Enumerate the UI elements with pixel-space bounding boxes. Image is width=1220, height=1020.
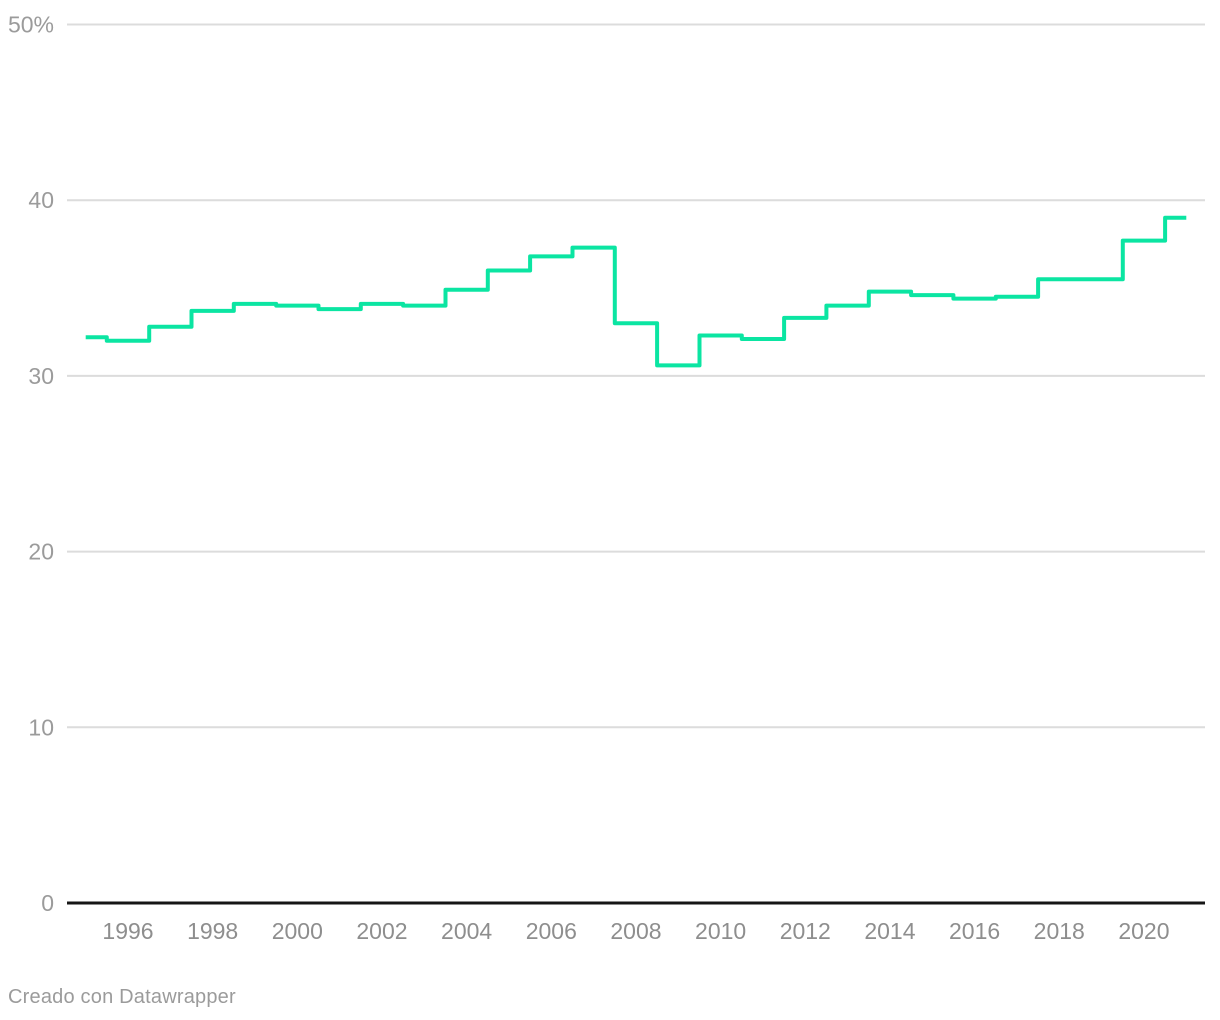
x-axis-tick-label: 2006 [526, 918, 577, 944]
x-axis-tick-label: 2002 [356, 918, 407, 944]
x-axis-tick-label: 2004 [441, 918, 492, 944]
x-axis-tick-label: 2008 [610, 918, 661, 944]
x-axis-tick-label: 1998 [187, 918, 238, 944]
x-axis-tick-label: 2012 [780, 918, 831, 944]
x-axis-tick-label: 2014 [864, 918, 915, 944]
y-axis-tick-label: 0 [41, 890, 54, 916]
x-axis-tick-label: 2016 [949, 918, 1000, 944]
y-axis-tick-label: 40 [28, 187, 54, 213]
x-axis-tick-label: 2000 [272, 918, 323, 944]
y-axis-tick-label: 10 [28, 714, 54, 740]
x-axis-tick-label: 2020 [1118, 918, 1169, 944]
y-axis-tick-label: 50% [8, 12, 54, 38]
y-axis-tick-label: 30 [28, 363, 54, 389]
x-axis-tick-label: 1996 [102, 918, 153, 944]
y-axis-tick-label: 20 [28, 539, 54, 565]
x-axis-tick-label: 2018 [1034, 918, 1085, 944]
x-axis-tick-label: 2010 [695, 918, 746, 944]
data-line [85, 215, 1187, 368]
datawrapper-credit: Creado con Datawrapper [8, 986, 236, 1008]
